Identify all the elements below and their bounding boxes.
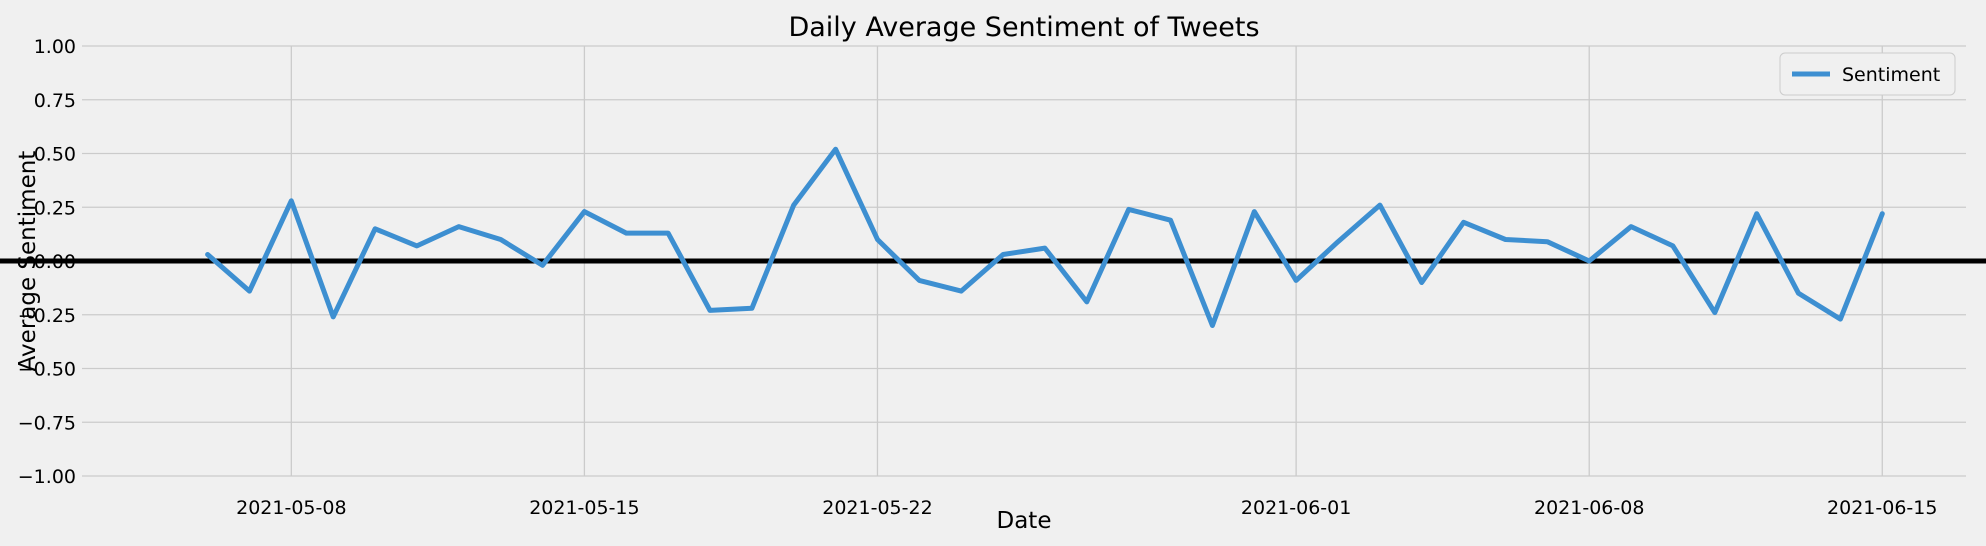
y-tick-label: 1.00	[34, 36, 76, 58]
legend-box	[1779, 52, 1956, 96]
x-tick-label: 2021-05-15	[529, 497, 639, 519]
legend: Sentiment	[1779, 52, 1956, 96]
chart-title: Daily Average Sentiment of Tweets	[788, 12, 1259, 43]
series-layer	[205, 146, 1885, 328]
legend-label-sentiment: Sentiment	[1842, 64, 1940, 86]
y-tick-label: −0.75	[18, 412, 76, 434]
y-tick-label: 0.50	[34, 144, 76, 166]
y-tick-label: −0.50	[18, 359, 76, 381]
y-tick-label: −1.00	[18, 466, 76, 488]
x-tick-label: 2021-06-01	[1241, 497, 1351, 519]
x-tick-label: 2021-05-08	[236, 497, 346, 519]
y-tick-label: 0.75	[34, 90, 76, 112]
y-axis-label: Average Sentiment	[15, 151, 41, 372]
x-axis-label: Date	[997, 508, 1052, 534]
y-tick-label: −0.25	[18, 305, 76, 327]
x-tick-label: 2021-06-08	[1534, 497, 1644, 519]
tick-label-layer: −1.00 −0.75 −0.50 −0.25 0.00 0.25 0.50 0.75 1.00…	[18, 36, 1938, 519]
x-tick-label: 2021-05-22	[822, 497, 932, 519]
y-tick-label: 0.00	[34, 251, 76, 273]
y-tick-label: 0.25	[34, 197, 76, 219]
x-tick-label: 2021-06-15	[1827, 497, 1937, 519]
